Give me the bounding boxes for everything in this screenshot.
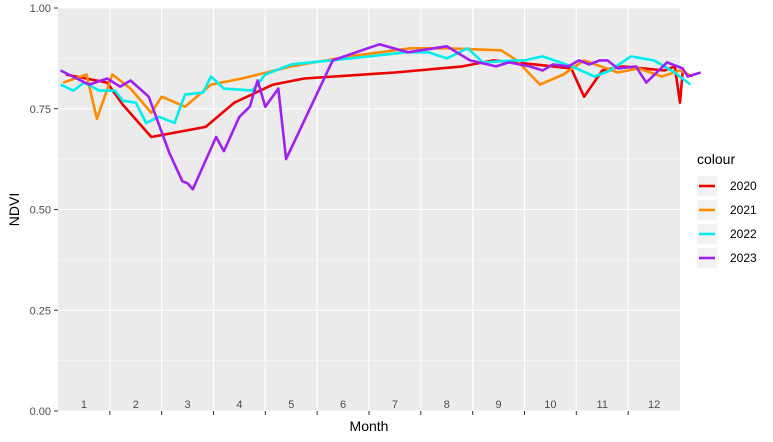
x-tick-label: 2 bbox=[133, 399, 139, 411]
legend-label-2021: 2021 bbox=[730, 203, 757, 217]
x-tick-label: 8 bbox=[444, 399, 450, 411]
y-tick-label: 1.00 bbox=[30, 3, 51, 15]
y-tick-label: 0.25 bbox=[30, 305, 51, 317]
x-tick-label: 9 bbox=[496, 399, 502, 411]
x-tick-label: 10 bbox=[544, 399, 556, 411]
series-line-2023 bbox=[60, 43, 702, 191]
x-tick-label: 6 bbox=[340, 399, 346, 411]
x-tick-label: 11 bbox=[597, 399, 608, 411]
x-axis-title: Month bbox=[350, 418, 389, 434]
y-axis-layer: 0.00 0.25 0.50 0.75 1.00 bbox=[30, 3, 58, 418]
legend-label-2020: 2020 bbox=[730, 179, 757, 193]
x-tick-label: 3 bbox=[185, 399, 191, 411]
x-tick-label: 4 bbox=[236, 399, 242, 411]
series-line-2021 bbox=[62, 47, 694, 121]
grid-layer bbox=[58, 7, 680, 412]
y-tick-label: 0.75 bbox=[30, 104, 51, 116]
series-layer bbox=[60, 43, 702, 191]
x-tick-label: 5 bbox=[288, 399, 294, 411]
x-tick-label: 12 bbox=[648, 399, 660, 411]
x-tick-label: 1 bbox=[81, 399, 87, 411]
legend-label-2023: 2023 bbox=[730, 251, 757, 265]
x-tick-layer: 1 2 3 4 5 6 7 8 9 10 11 12 bbox=[81, 399, 660, 415]
legend-items: 2020 2021 2022 2023 bbox=[697, 176, 757, 268]
y-tick-label: 0.50 bbox=[30, 205, 51, 217]
y-axis-title: NDVI bbox=[6, 193, 22, 226]
series-line-2022 bbox=[60, 47, 692, 125]
y-tick-label: 0.00 bbox=[30, 406, 51, 418]
legend-title: colour bbox=[697, 151, 735, 167]
legend-label-2022: 2022 bbox=[730, 227, 757, 241]
legend: colour 2020 2021 2022 2023 bbox=[697, 151, 757, 268]
x-tick-label: 7 bbox=[392, 399, 398, 411]
